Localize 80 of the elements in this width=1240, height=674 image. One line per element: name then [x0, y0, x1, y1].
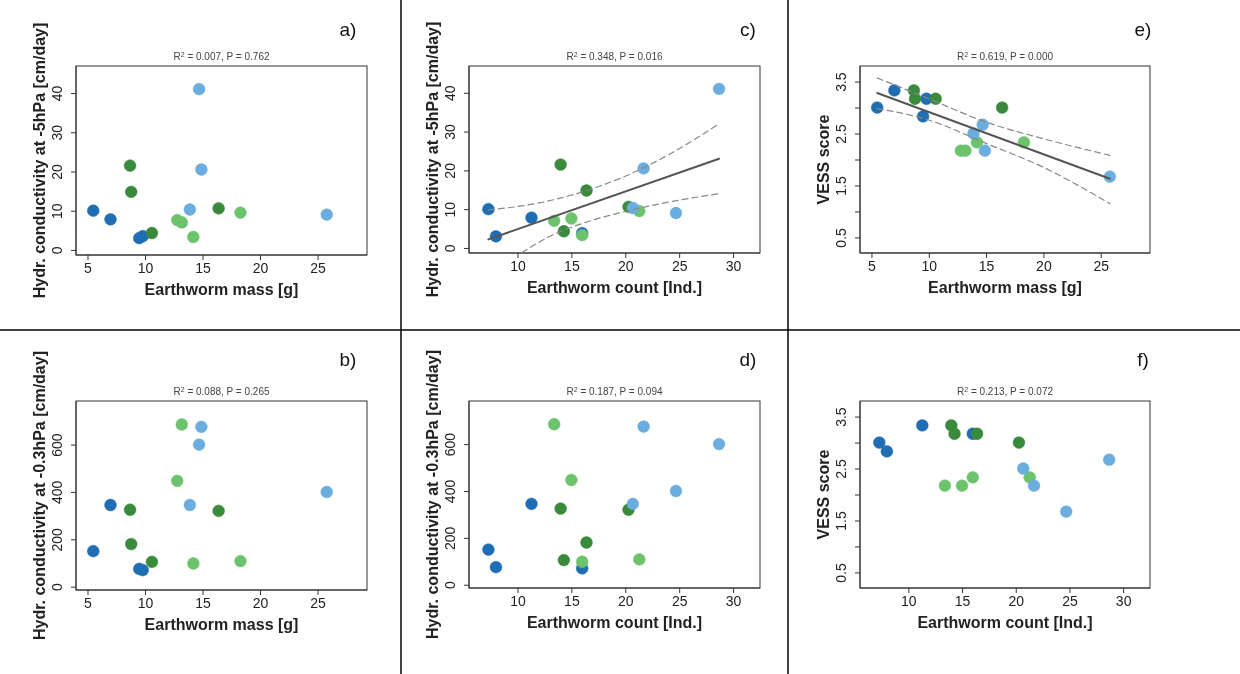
x-tick-label: 25	[671, 592, 688, 609]
x-tick-label: 20	[617, 592, 634, 609]
x-tick-label: 10	[510, 257, 526, 274]
x-tick-label: 10	[901, 592, 917, 609]
y-axis-title: Hydr. conductivity at -5hPa [cm/day]	[31, 22, 48, 299]
y-tick-label: 40	[442, 85, 458, 102]
y-tick-label: 2.5	[833, 459, 849, 479]
chart-title: R$^{2}$ = 0.619, P = 0.000	[956, 50, 1054, 62]
x-tick-label: 10	[921, 257, 938, 274]
y-tick-label: 0.5	[833, 562, 849, 583]
x-tick-label: 25	[671, 257, 688, 274]
y-axis-title: Hydr. conductivity at -0.3hPa [cm/day]	[424, 350, 441, 639]
y-tick-label: 3.5	[833, 72, 849, 92]
y-tick-label: 200	[442, 526, 458, 551]
x-axis-title: Earthworm count [Ind.]	[526, 279, 703, 296]
y-tick-label: 20	[49, 163, 65, 180]
y-tick-label: 10	[49, 203, 65, 219]
y-tick-label: 400	[49, 480, 65, 505]
y-tick-label: 30	[442, 124, 458, 140]
text: d)	[739, 349, 757, 370]
x-tick-label: 15	[564, 592, 580, 609]
chart-title: R$^{2}$ = 0.007, P = 0.762	[173, 50, 270, 62]
x-tick-label: 25	[310, 259, 327, 276]
y-tick-label: 200	[49, 527, 65, 552]
x-axis-title: Earthworm mass [g]	[144, 281, 299, 298]
x-tick-label: 25	[310, 594, 327, 611]
chart-title: R$^{2}$ = 0.348, P = 0.016	[566, 50, 663, 62]
y-tick-label: 600	[49, 433, 65, 457]
y-axis-title: Hydr. conductivity at -0.3hPa [cm/day]	[31, 351, 48, 640]
y-tick-label: 0.5	[833, 227, 849, 248]
y-tick-label: 600	[442, 432, 458, 457]
text: c)	[740, 19, 756, 40]
chart-title: R$^{2}$ = 0.088, P = 0.265	[173, 385, 270, 397]
y-tick-label: 0	[49, 246, 65, 255]
x-tick-label: 10	[137, 594, 154, 611]
chart-title: R$^{2}$ = 0.187, P = 0.094	[566, 385, 663, 397]
y-axis-title: VESS score	[815, 449, 832, 540]
y-tick-label: 20	[442, 162, 458, 179]
x-tick-label: 30	[1115, 592, 1132, 609]
text: e)	[1134, 19, 1152, 40]
x-tick-label: 15	[978, 257, 995, 274]
y-tick-label: 0	[442, 244, 458, 253]
x-tick-label: 5	[84, 594, 93, 611]
y-tick-label: 0	[442, 581, 458, 590]
y-tick-label: 10	[442, 201, 458, 218]
x-tick-label: 20	[1036, 257, 1052, 274]
text: a)	[339, 19, 357, 40]
x-axis-title: Earthworm count [Ind.]	[526, 614, 703, 631]
x-tick-label: 20	[252, 594, 269, 611]
x-tick-label: 15	[564, 257, 580, 274]
text: f)	[1137, 349, 1149, 370]
x-tick-label: 15	[954, 592, 971, 609]
x-tick-label: 30	[725, 592, 742, 609]
x-tick-label: 15	[195, 259, 212, 276]
x-tick-label: 20	[617, 257, 634, 274]
y-tick-label: 0	[49, 583, 65, 592]
y-tick-label: 400	[442, 479, 458, 504]
y-axis-title: Hydr. conductivity at -5hPa [cm/day]	[424, 21, 441, 298]
x-tick-label: 10	[510, 592, 526, 609]
x-tick-label: 20	[252, 259, 269, 276]
x-tick-label: 25	[1093, 257, 1110, 274]
x-tick-label: 25	[1062, 592, 1078, 609]
x-tick-label: 5	[84, 259, 93, 276]
x-tick-label: 20	[1008, 592, 1025, 609]
y-tick-label: 2.5	[833, 124, 849, 144]
x-axis-title: Earthworm mass [g]	[928, 279, 1082, 296]
y-tick-label: 40	[49, 85, 65, 102]
y-tick-label: 30	[49, 124, 65, 141]
y-tick-label: 1.5	[833, 176, 849, 196]
text: b)	[339, 349, 357, 370]
x-axis-title: Earthworm mass [g]	[144, 616, 299, 633]
x-tick-label: 15	[195, 594, 212, 611]
y-tick-label: 1.5	[833, 511, 849, 531]
x-tick-label: 10	[137, 259, 154, 276]
y-axis-title: VESS score	[815, 114, 832, 205]
x-tick-label: 5	[868, 257, 877, 274]
y-tick-label: 3.5	[833, 407, 849, 427]
chart-title: R$^{2}$ = 0.213, P = 0.072	[956, 385, 1054, 397]
x-tick-label: 30	[725, 257, 742, 274]
x-axis-title: Earthworm count [Ind.]	[917, 614, 1093, 631]
